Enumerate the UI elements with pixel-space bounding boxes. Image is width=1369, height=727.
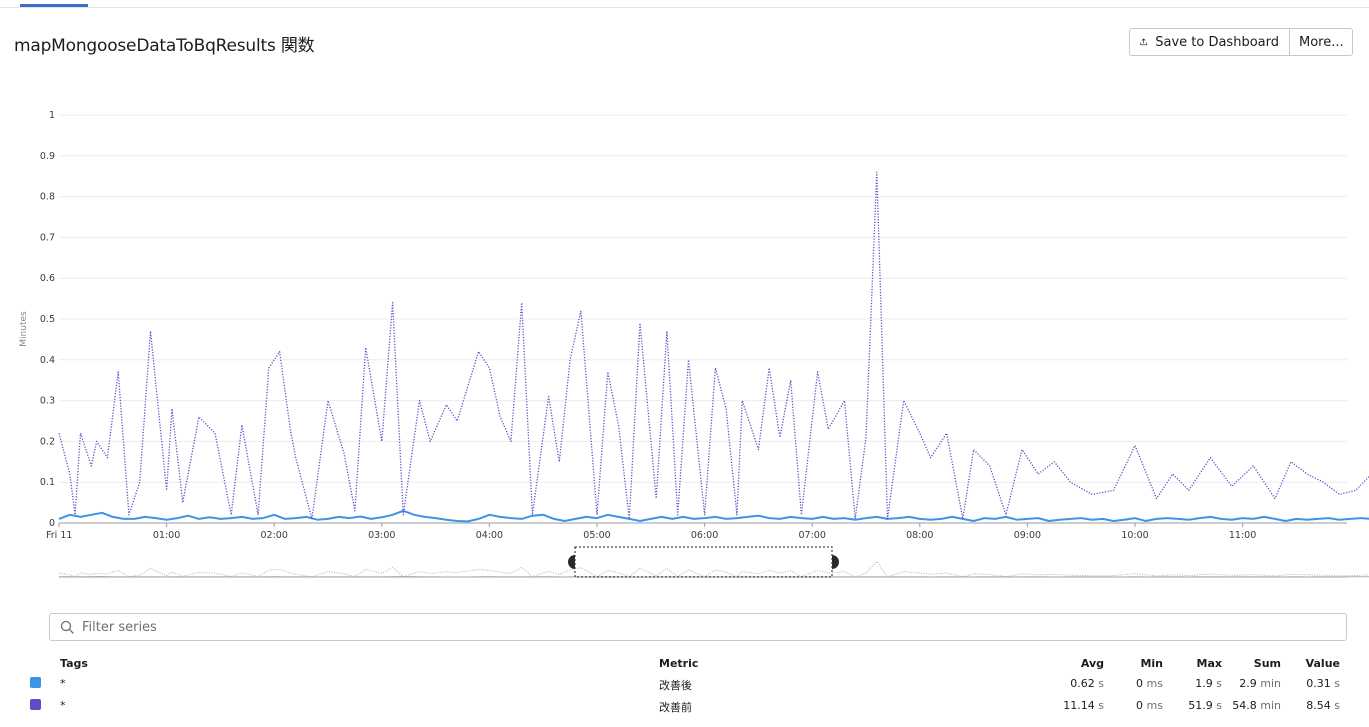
x-tick-label: 08:00: [906, 530, 933, 541]
legend-row[interactable]: * 改善後 0.62 s 0 ms 1.9 s 2.9 min 0.31 s: [0, 674, 1369, 694]
legend-tags: *: [60, 677, 66, 690]
col-avg-header[interactable]: Avg: [1080, 657, 1104, 670]
header-divider: [0, 7, 1369, 8]
y-tick-label: 0.1: [40, 477, 55, 488]
x-tick-label: 01:00: [153, 530, 180, 541]
legend-max: 1.9 s: [1195, 677, 1222, 690]
legend-tags: *: [60, 699, 66, 712]
y-tick-label: 1: [49, 110, 55, 121]
y-axis-label: Minutes: [19, 311, 29, 347]
x-tick-label: 07:00: [799, 530, 826, 541]
chart-canvas[interactable]: 0 0.1 0.2 0.3 0.4 0.5 0.6 0.7 0.8 0.9 1 Minutes Fri …: [0, 60, 1369, 590]
overview-left-handle[interactable]: [568, 555, 575, 569]
legend-max: 51.9 s: [1188, 699, 1222, 712]
x-tick-label: Fri 11: [46, 530, 72, 541]
legend-metric: 改善後: [659, 679, 692, 692]
active-tab-indicator: [20, 4, 88, 7]
x-tick-label: 04:00: [476, 530, 503, 541]
more-button[interactable]: More...: [1290, 29, 1352, 55]
legend-sum: 2.9 min: [1239, 677, 1281, 690]
x-tick-label: 10:00: [1121, 530, 1148, 541]
more-label: More...: [1299, 34, 1344, 50]
legend-row[interactable]: * 改善前 11.14 s 0 ms 51.9 s 54.8 min 8.54 …: [0, 696, 1369, 716]
overview-right-handle[interactable]: [832, 555, 839, 569]
page-title: mapMongooseDataToBqResults 関数: [14, 36, 315, 56]
col-max-header[interactable]: Max: [1196, 657, 1222, 670]
y-tick-label: 0.3: [40, 396, 55, 407]
x-tick-label: 02:00: [261, 530, 288, 541]
legend-value: 0.31 s: [1306, 677, 1340, 690]
legend-min: 0 ms: [1136, 699, 1163, 712]
x-tick-label: 11:00: [1229, 530, 1256, 541]
y-tick-label: 0: [49, 518, 55, 529]
col-min-header[interactable]: Min: [1140, 657, 1163, 670]
y-tick-label: 0.9: [40, 151, 55, 162]
filter-series-field[interactable]: [49, 613, 1347, 641]
y-tick-label: 0.6: [40, 273, 55, 284]
header-actions: Save to Dashboard More...: [1129, 28, 1353, 56]
x-tick-label: 03:00: [368, 530, 395, 541]
overview-selection-window[interactable]: [574, 546, 833, 578]
y-tick-label: 0.2: [40, 436, 55, 447]
legend-metric: 改善前: [659, 701, 692, 714]
y-tick-label: 0.5: [40, 314, 55, 325]
y-tick-label: 0.8: [40, 192, 55, 203]
export-icon: [1140, 38, 1147, 46]
legend-sum: 54.8 min: [1232, 699, 1281, 712]
overview-series-line: [58, 560, 1369, 578]
filter-series-input[interactable]: [82, 619, 1282, 635]
series-line-after[interactable]: [58, 509, 1369, 523]
x-tick-label: 06:00: [691, 530, 718, 541]
legend-header-row: Tags Metric Avg Min Max Sum Value: [0, 654, 1369, 674]
series-color-swatch[interactable]: [30, 699, 41, 710]
legend-avg: 11.14 s: [1063, 699, 1104, 712]
y-tick-label: 0.7: [40, 232, 55, 243]
series-line-before[interactable]: [58, 171, 1369, 520]
search-icon: [60, 620, 74, 634]
col-value-header[interactable]: Value: [1305, 657, 1340, 670]
col-metric-header[interactable]: Metric: [659, 657, 699, 670]
series-color-swatch[interactable]: [30, 677, 41, 688]
timeseries-chart[interactable]: 0 0.1 0.2 0.3 0.4 0.5 0.6 0.7 0.8 0.9 1 Minutes Fri …: [0, 60, 1369, 590]
x-tick-label: 05:00: [583, 530, 610, 541]
y-tick-label: 0.4: [40, 355, 55, 366]
col-tags-header[interactable]: Tags: [60, 657, 88, 670]
save-to-dashboard-button[interactable]: Save to Dashboard: [1130, 29, 1290, 55]
save-to-dashboard-label: Save to Dashboard: [1155, 34, 1279, 50]
legend-avg: 0.62 s: [1070, 677, 1104, 690]
legend-min: 0 ms: [1136, 677, 1163, 690]
x-tick-label: 09:00: [1014, 530, 1041, 541]
legend-value: 8.54 s: [1306, 699, 1340, 712]
col-sum-header[interactable]: Sum: [1253, 657, 1281, 670]
